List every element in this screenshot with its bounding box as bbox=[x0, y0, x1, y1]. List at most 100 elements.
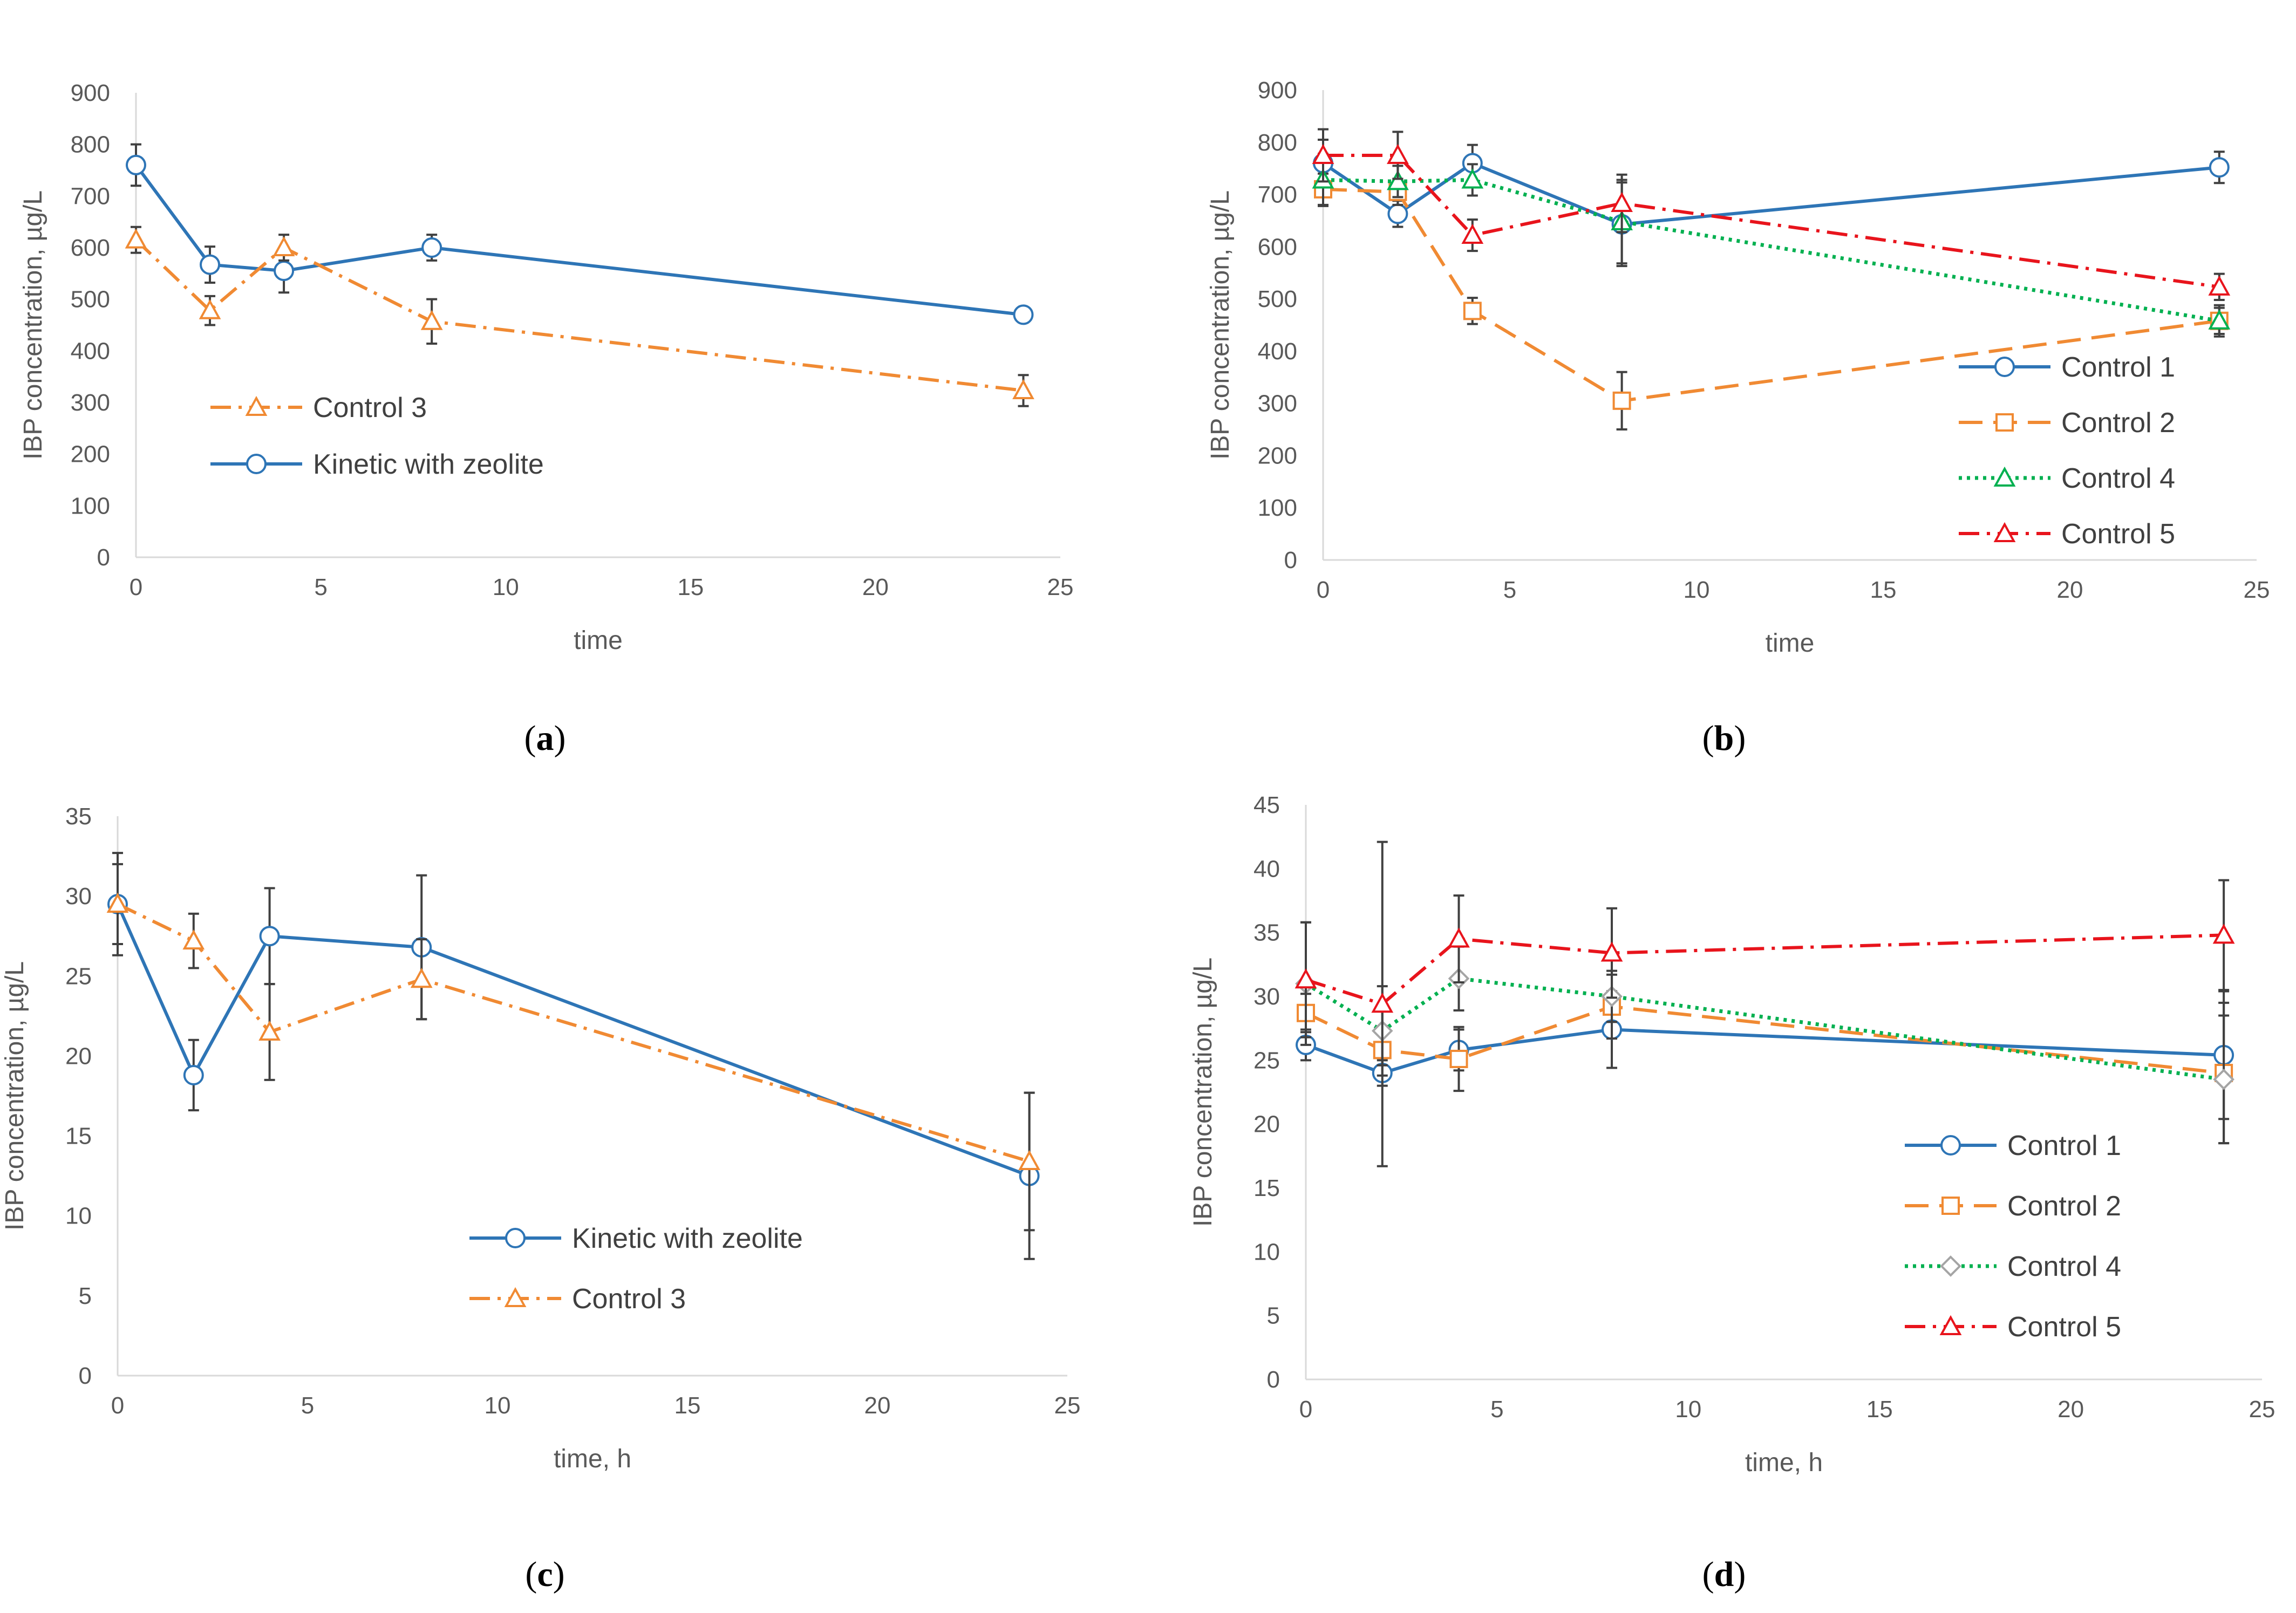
chart-b-legend-label: Control 1 bbox=[2061, 352, 2175, 383]
chart-b-ytick-label: 200 bbox=[1258, 442, 1297, 469]
chart-b-legend-label: Control 4 bbox=[2061, 463, 2175, 494]
chart-a-xtick-label: 20 bbox=[862, 574, 889, 600]
chart-a-series-line bbox=[134, 238, 1024, 392]
chart-panel-a: 0 5 10 15 20 25 0 100 200 300 400 500 600 700 800 900 C… bbox=[19, 80, 1073, 758]
chart-a-xtick-label: 10 bbox=[493, 574, 519, 600]
chart-b-data-point bbox=[2208, 309, 2231, 330]
chart-b-series bbox=[1312, 128, 2231, 431]
chart-b-xtick-label: 20 bbox=[2057, 577, 2083, 603]
chart-c-series bbox=[106, 852, 1040, 1260]
chart-a-ytick-label: 800 bbox=[71, 132, 110, 158]
chart-c-ylabel: IBP concentration, µg/L bbox=[1, 961, 29, 1231]
chart-d-data-point bbox=[1448, 927, 1470, 948]
chart-c-caption: (c) bbox=[525, 1555, 564, 1594]
chart-b-ytick-label: 500 bbox=[1258, 286, 1297, 312]
chart-d-data-point bbox=[2212, 924, 2235, 944]
chart-b-ytick-label: 800 bbox=[1258, 129, 1297, 156]
chart-a-legend-marker bbox=[246, 454, 267, 474]
chart-d-ytick-label: 5 bbox=[1267, 1303, 1280, 1329]
chart-b-data-point bbox=[1461, 168, 1484, 189]
chart-b-xtick-label: 0 bbox=[1317, 577, 1330, 603]
chart-d-series-line bbox=[1305, 1004, 2224, 1075]
chart-d-legend-marker bbox=[1940, 1135, 1961, 1156]
chart-d-ytick-label: 15 bbox=[1253, 1175, 1280, 1201]
chart-a-data-point bbox=[1012, 379, 1034, 399]
chart-b-ytick-label: 300 bbox=[1258, 391, 1297, 417]
chart-a-caption-letter: a bbox=[536, 719, 554, 758]
chart-d-axes: 0 5 10 15 20 25 0 5 10 15 20 25 30 35 40 45 bbox=[1253, 792, 2275, 1423]
chart-b-data-point bbox=[1387, 170, 1409, 190]
chart-c-xtick-label: 5 bbox=[301, 1392, 314, 1419]
chart-d-caption: (d) bbox=[1702, 1555, 1746, 1594]
chart-b-ytick-label: 400 bbox=[1258, 338, 1297, 365]
chart-c-ytick-label: 10 bbox=[65, 1203, 92, 1229]
chart-a-data-point bbox=[200, 254, 221, 275]
chart-d-xtick-label: 5 bbox=[1490, 1396, 1503, 1423]
chart-c-xtick-label: 10 bbox=[485, 1392, 511, 1419]
chart-b-ytick-label: 900 bbox=[1258, 77, 1297, 104]
chart-d-legend: Control 1 Control 2 Control 4 Control 5 bbox=[1905, 1130, 2121, 1343]
chart-d-ytick-label: 25 bbox=[1253, 1047, 1280, 1074]
chart-d-series-line bbox=[1305, 1028, 2224, 1075]
chart-panel-b: 0 5 10 15 20 25 0 100 200 300 400 500 600 700 800 900 C… bbox=[1206, 77, 2270, 758]
chart-b-legend-marker bbox=[1994, 357, 2015, 377]
chart-b-ytick-label: 700 bbox=[1258, 182, 1297, 208]
chart-c-series-line bbox=[116, 903, 1030, 1178]
chart-d-xtick-label: 0 bbox=[1299, 1396, 1312, 1423]
chart-c-data-point bbox=[1018, 1150, 1040, 1170]
chart-b-legend: Control 1 Control 2 Control 4 Control 5 bbox=[1959, 352, 2175, 550]
chart-a-caption: (a) bbox=[524, 719, 566, 758]
chart-b-data-point bbox=[1387, 203, 1408, 224]
chart-b-legend-label: Control 5 bbox=[2061, 518, 2175, 550]
chart-a-data-point bbox=[272, 236, 295, 256]
chart-d-ytick-label: 30 bbox=[1253, 983, 1280, 1010]
chart-d-xtick-label: 20 bbox=[2057, 1396, 2084, 1423]
chart-b-data-point bbox=[1612, 391, 1631, 410]
chart-b-data-point bbox=[1611, 192, 1633, 213]
chart-b-xlabel: time bbox=[1766, 629, 1815, 658]
chart-b-data-point bbox=[1312, 143, 1334, 164]
chart-d-series bbox=[1295, 840, 2235, 1167]
chart-d-data-point bbox=[1600, 941, 1623, 962]
chart-b-xtick-label: 10 bbox=[1684, 577, 1710, 603]
chart-d-series-line bbox=[1305, 933, 2224, 1006]
chart-c-data-point bbox=[182, 929, 205, 950]
chart-c-data-point bbox=[259, 926, 280, 947]
chart-d-data-point bbox=[2213, 1069, 2234, 1090]
chart-d-data-point bbox=[1371, 993, 1394, 1013]
chart-a-xtick-label: 15 bbox=[677, 574, 704, 600]
chart-panel-c: 0 5 10 15 20 25 0 5 10 15 20 25 30 35 Kinetic with ze… bbox=[1, 803, 1080, 1594]
chart-a-ytick-label: 900 bbox=[71, 80, 110, 106]
chart-a-ytick-label: 600 bbox=[71, 235, 110, 261]
chart-a-xtick-label: 25 bbox=[1047, 574, 1074, 600]
chart-b-ytick-label: 100 bbox=[1258, 495, 1297, 521]
chart-d-xtick-label: 15 bbox=[1866, 1396, 1893, 1423]
chart-d-series-line bbox=[1305, 976, 2224, 1082]
chart-a-data-point bbox=[274, 261, 295, 282]
chart-d-xlabel: time, h bbox=[1745, 1448, 1823, 1477]
chart-d-legend-marker bbox=[1939, 1315, 1962, 1335]
chart-a-data-point bbox=[199, 299, 221, 319]
chart-b-caption: (b) bbox=[1702, 719, 1746, 758]
chart-c-ytick-label: 35 bbox=[65, 803, 92, 830]
chart-c-legend-marker bbox=[504, 1287, 527, 1307]
chart-a-data-point bbox=[1013, 304, 1034, 325]
chart-a-legend-marker bbox=[245, 395, 268, 416]
chart-a-legend-label: Kinetic with zeolite bbox=[313, 449, 544, 480]
chart-a-ylabel: IBP concentration, µg/L bbox=[19, 190, 47, 460]
chart-d-ytick-label: 45 bbox=[1253, 792, 1280, 818]
chart-b-data-point bbox=[1387, 143, 1409, 164]
chart-a-axes: 0 5 10 15 20 25 0 100 200 300 400 500 600 700 800 900 bbox=[71, 80, 1074, 600]
chart-a-ytick-label: 200 bbox=[71, 441, 110, 468]
chart-a-data-point bbox=[125, 228, 147, 249]
chart-c-ytick-label: 5 bbox=[79, 1283, 92, 1309]
chart-b-data-point bbox=[2209, 157, 2230, 178]
chart-c-ytick-label: 20 bbox=[65, 1043, 92, 1069]
chart-c-xtick-label: 20 bbox=[864, 1392, 891, 1419]
chart-b-xtick-label: 25 bbox=[2244, 577, 2270, 603]
chart-d-data-point bbox=[1295, 968, 1317, 989]
chart-b-caption-letter: b bbox=[1714, 719, 1734, 758]
chart-a-ytick-label: 300 bbox=[71, 389, 110, 416]
chart-d-legend-label: Control 4 bbox=[2007, 1251, 2121, 1282]
chart-c-legend-label: Kinetic with zeolite bbox=[572, 1223, 803, 1254]
